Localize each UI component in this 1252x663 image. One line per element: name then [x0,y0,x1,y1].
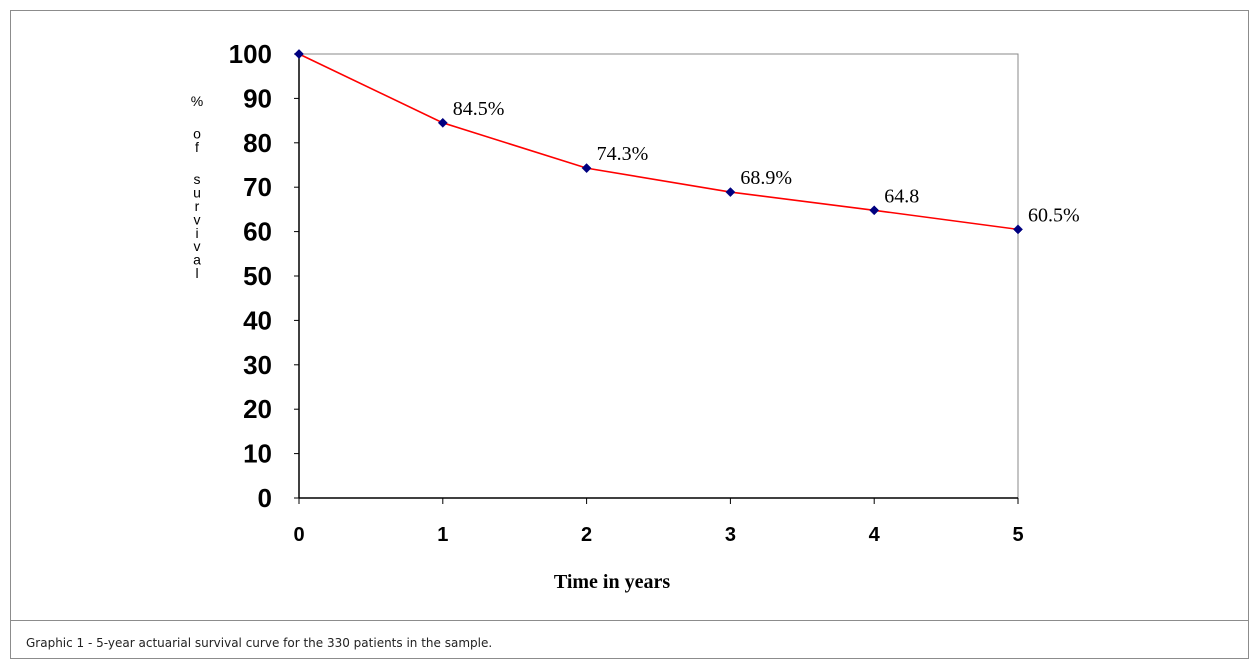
y-tick-label: 30 [243,350,272,380]
x-tick-label: 4 [869,524,881,546]
y-tick-label: 10 [243,439,272,469]
y-tick-label: 70 [243,172,272,202]
series-group [294,49,1023,235]
y-axis-label-char: i [195,225,198,241]
y-axis-label-char: f [195,139,199,155]
data-point-marker [294,49,304,59]
y-axis-label-char: u [193,185,201,201]
x-ticks: 0 1 2 3 4 5 [293,498,1024,546]
y-axis-label-char: o [193,125,201,141]
x-tick-label: 1 [437,524,448,546]
data-label: 60.5% [1028,204,1080,226]
y-tick-label: 50 [243,261,272,291]
y-axis-label-char: r [195,198,200,214]
y-axis-label-char: l [195,265,198,281]
y-tick-label: 60 [243,217,272,247]
data-label: 68.9% [740,167,792,189]
figure-frame [10,10,1249,659]
series-line [298,53,1019,231]
data-point-marker [725,187,736,198]
y-tick-label: 20 [243,394,272,424]
y-axis-label-char: v [194,238,201,254]
x-tick-label: 2 [581,524,592,546]
y-tick-label: 100 [229,39,272,69]
data-label: 84.5% [453,98,505,120]
y-axis-label-char: a [193,252,201,268]
x-tick-label: 5 [1012,524,1023,546]
data-label: 64.8 [884,185,919,207]
y-tick-label: 0 [258,483,272,513]
y-tick-label: 40 [243,305,272,335]
y-axis-label-char: % [191,93,203,109]
y-tick-label: 80 [243,128,272,158]
y-axis-label-char: s [194,171,201,187]
data-label: 74.3% [597,143,649,165]
y-axis-label-char: v [194,211,201,227]
data-point-marker [581,163,592,174]
caption-divider [10,620,1249,621]
figure-caption: Graphic 1 - 5-year actuarial survival cu… [26,636,493,650]
data-point-marker [869,205,880,216]
y-ticks: 0 10 20 30 40 50 60 70 80 90 100 [229,39,299,513]
x-tick-label: 3 [725,524,736,546]
data-labels: 84.5% 74.3% 68.9% 64.8 60.5% [453,98,1080,227]
data-point-marker [437,117,448,128]
plot-area [298,53,1019,499]
x-axis-label: Time in years [554,571,671,593]
data-point-marker [1013,224,1023,235]
x-tick-label: 0 [293,524,304,546]
y-tick-label: 90 [243,83,272,113]
